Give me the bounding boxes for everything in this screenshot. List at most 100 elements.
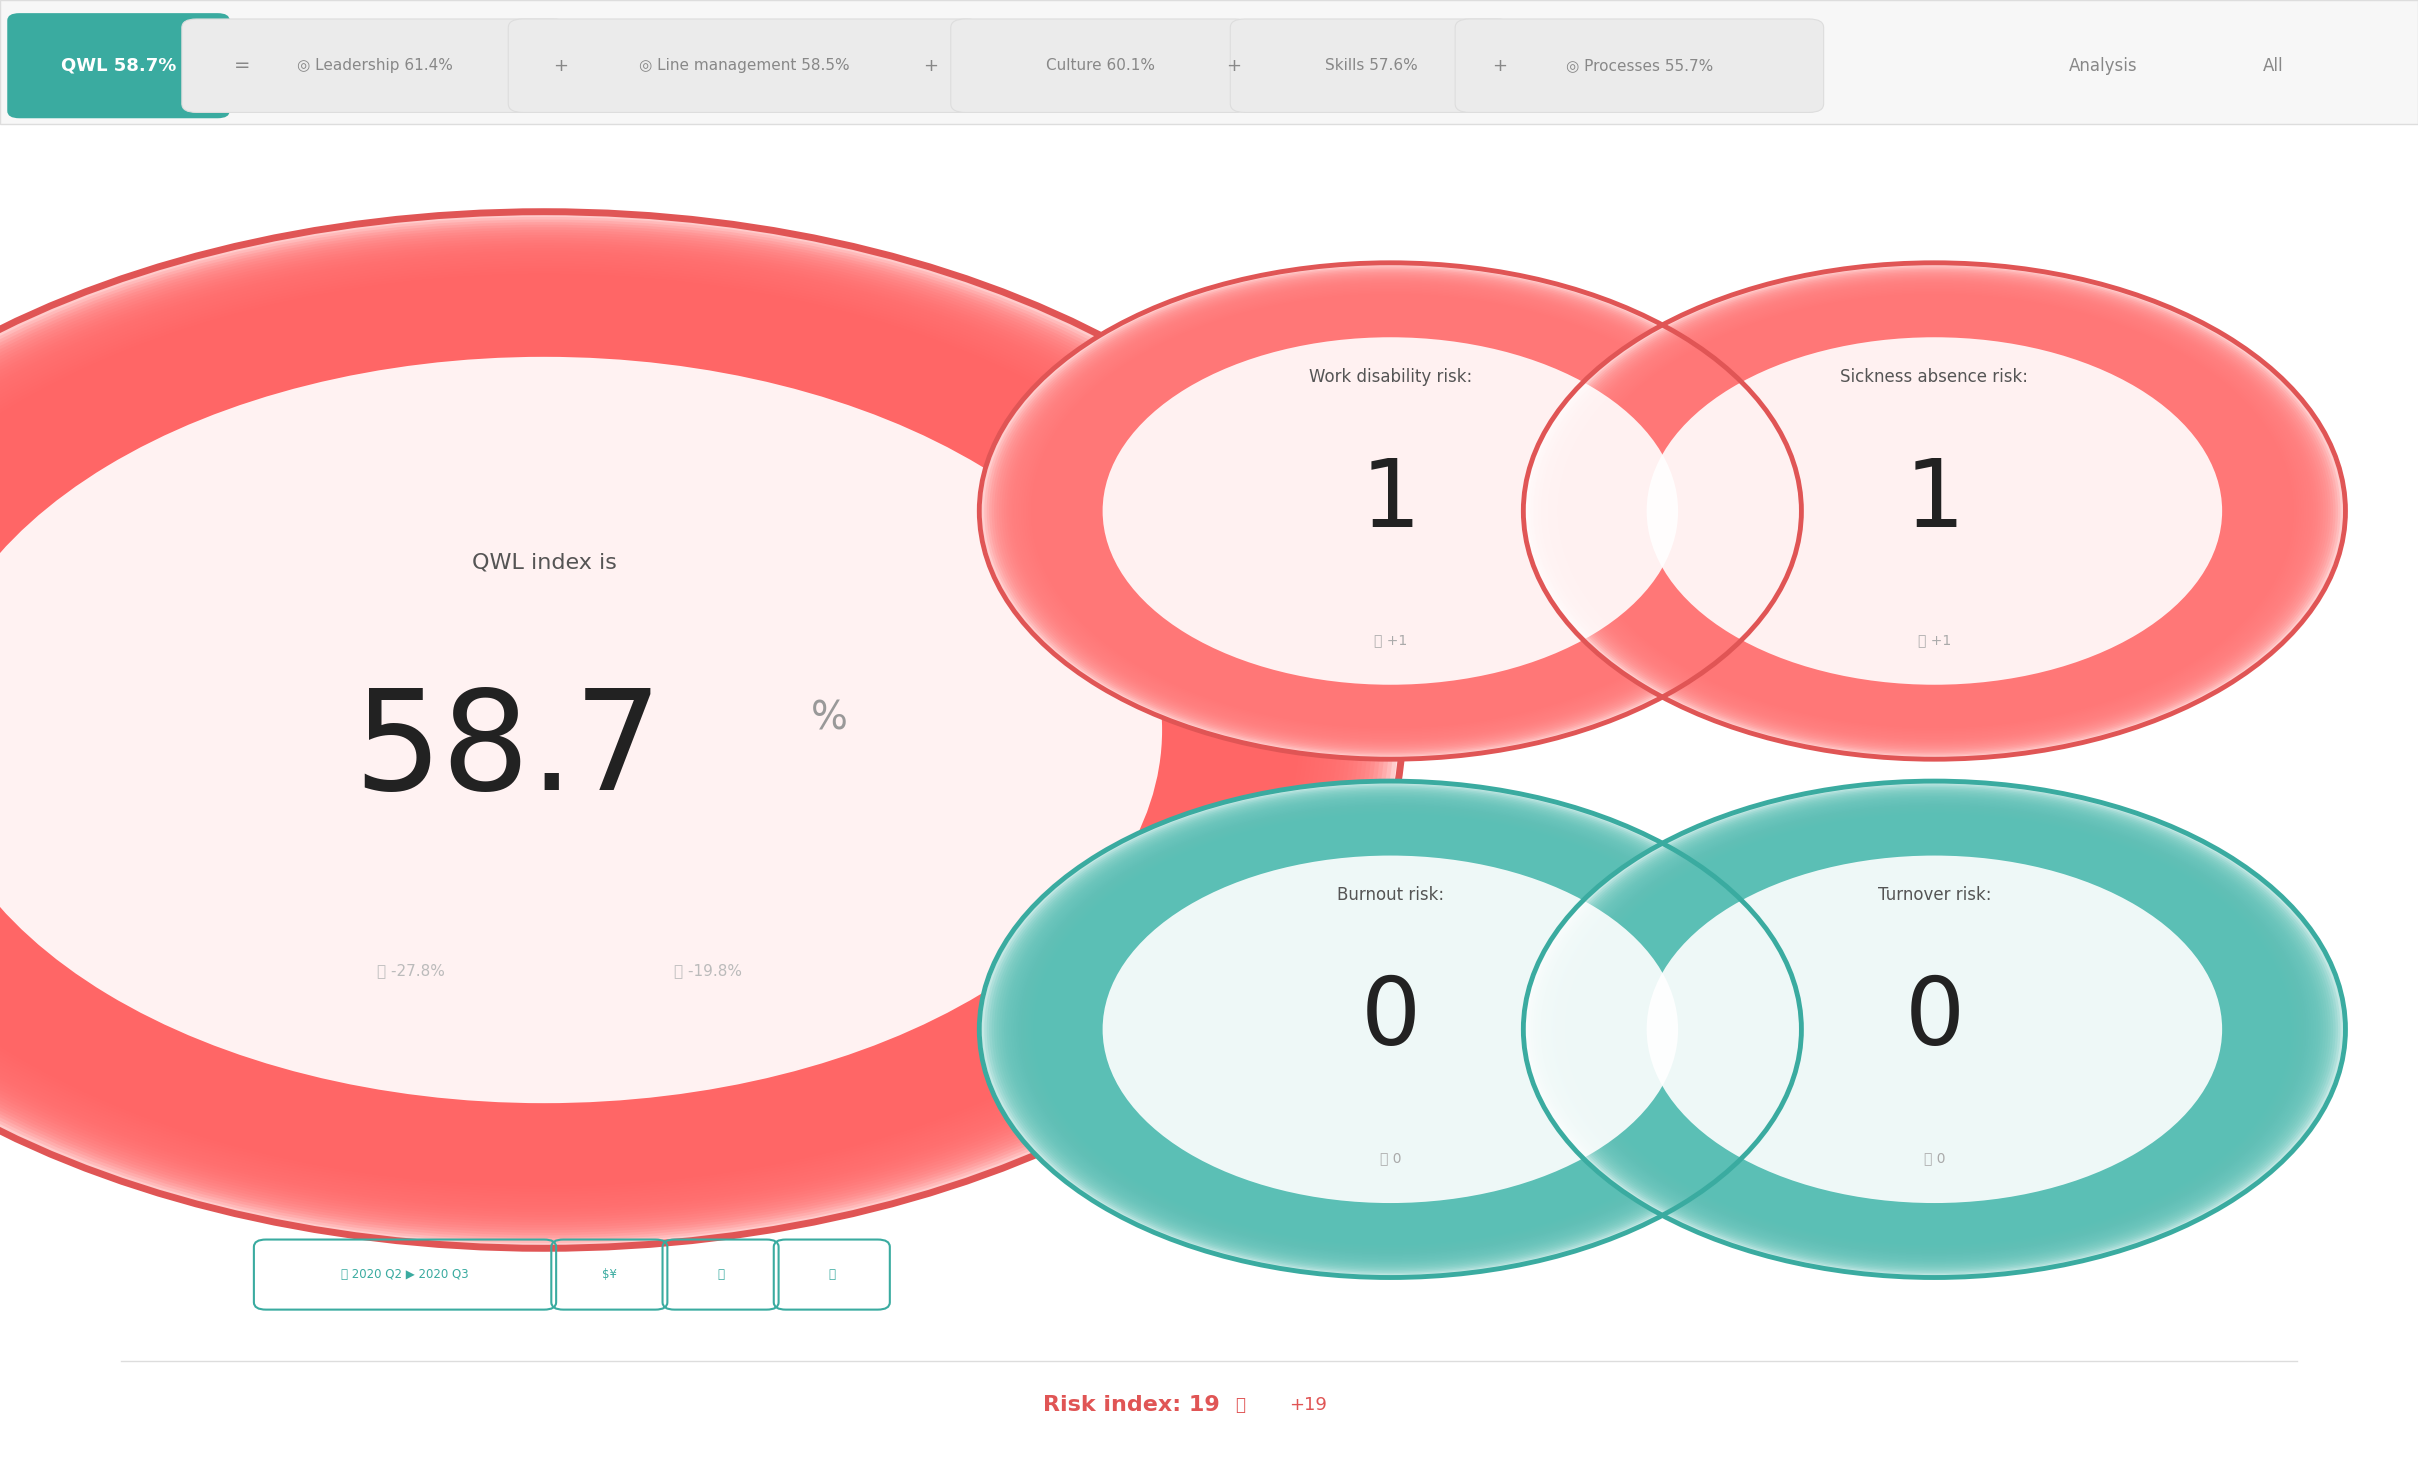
Text: 📅 +1: 📅 +1 xyxy=(1917,634,1951,647)
Text: ◎ Leadership 61.4%: ◎ Leadership 61.4% xyxy=(297,58,452,73)
Circle shape xyxy=(1557,802,2312,1257)
Circle shape xyxy=(1045,821,1736,1238)
Text: Sickness absence risk:: Sickness absence risk: xyxy=(1840,368,2029,385)
Circle shape xyxy=(1006,797,1775,1261)
Circle shape xyxy=(1589,302,2280,720)
Circle shape xyxy=(1538,272,2331,750)
Text: 1: 1 xyxy=(1905,456,1963,548)
Circle shape xyxy=(994,272,1787,750)
Text: +: + xyxy=(1492,57,1506,74)
Circle shape xyxy=(0,251,1337,1209)
Circle shape xyxy=(1528,266,2341,756)
Circle shape xyxy=(1577,295,2292,727)
Circle shape xyxy=(1059,829,1722,1229)
Circle shape xyxy=(1052,825,1729,1234)
Circle shape xyxy=(0,212,1402,1248)
Circle shape xyxy=(1032,295,1748,727)
Circle shape xyxy=(0,229,1373,1231)
Circle shape xyxy=(1550,279,2319,743)
Circle shape xyxy=(0,356,1163,1104)
Circle shape xyxy=(1596,825,2273,1234)
Circle shape xyxy=(1557,283,2312,739)
Text: 📅 2020 Q2 ▶ 2020 Q3: 📅 2020 Q2 ▶ 2020 Q3 xyxy=(341,1269,469,1280)
Circle shape xyxy=(991,270,1789,752)
Circle shape xyxy=(987,785,1794,1273)
Circle shape xyxy=(1020,288,1760,734)
Circle shape xyxy=(1023,807,1758,1251)
Circle shape xyxy=(1647,856,2222,1203)
Circle shape xyxy=(1647,337,2222,685)
Circle shape xyxy=(0,225,1381,1235)
Circle shape xyxy=(1016,285,1765,737)
Circle shape xyxy=(1045,302,1736,720)
Text: $¥: $¥ xyxy=(602,1269,617,1280)
FancyBboxPatch shape xyxy=(0,0,2418,124)
Circle shape xyxy=(1028,292,1753,730)
Circle shape xyxy=(1603,311,2266,711)
Circle shape xyxy=(1603,829,2266,1229)
Circle shape xyxy=(1523,263,2345,759)
Circle shape xyxy=(1523,781,2345,1278)
Circle shape xyxy=(1103,856,1678,1203)
Circle shape xyxy=(1028,810,1753,1248)
Circle shape xyxy=(1564,806,2304,1253)
Circle shape xyxy=(1601,310,2268,712)
Circle shape xyxy=(987,267,1794,755)
Circle shape xyxy=(1581,298,2287,724)
Circle shape xyxy=(1047,822,1734,1237)
Circle shape xyxy=(1552,799,2316,1260)
Circle shape xyxy=(1013,283,1768,739)
Circle shape xyxy=(1598,826,2271,1232)
Text: ◎ Line management 58.5%: ◎ Line management 58.5% xyxy=(638,58,851,73)
Circle shape xyxy=(0,263,1318,1197)
Circle shape xyxy=(1562,286,2307,736)
Text: Work disability risk:: Work disability risk: xyxy=(1308,368,1473,385)
Circle shape xyxy=(1560,285,2309,737)
Circle shape xyxy=(1040,299,1741,723)
Circle shape xyxy=(0,299,1257,1161)
Circle shape xyxy=(1008,799,1772,1260)
Circle shape xyxy=(1011,282,1770,740)
Circle shape xyxy=(0,245,1347,1215)
Circle shape xyxy=(1037,298,1743,724)
Circle shape xyxy=(989,269,1792,753)
Circle shape xyxy=(1018,804,1763,1254)
Circle shape xyxy=(1054,826,1726,1232)
Circle shape xyxy=(0,285,1282,1175)
Circle shape xyxy=(0,242,1352,1218)
Circle shape xyxy=(1059,311,1722,711)
Circle shape xyxy=(1535,270,2333,752)
Circle shape xyxy=(1545,276,2324,746)
Text: QWL index is: QWL index is xyxy=(472,552,617,572)
Circle shape xyxy=(1572,292,2297,730)
Circle shape xyxy=(1555,800,2314,1259)
Circle shape xyxy=(1560,803,2309,1256)
Circle shape xyxy=(0,248,1342,1212)
Circle shape xyxy=(0,238,1359,1222)
Circle shape xyxy=(1018,286,1763,736)
Circle shape xyxy=(1552,280,2316,742)
Circle shape xyxy=(1057,828,1724,1231)
Circle shape xyxy=(1550,797,2319,1261)
Circle shape xyxy=(1579,815,2290,1244)
Circle shape xyxy=(0,302,1253,1158)
Circle shape xyxy=(0,235,1364,1225)
Circle shape xyxy=(1531,785,2338,1273)
Circle shape xyxy=(0,295,1265,1165)
Circle shape xyxy=(1523,781,2345,1278)
Circle shape xyxy=(979,263,1801,759)
Text: ◎ Processes 55.7%: ◎ Processes 55.7% xyxy=(1567,58,1712,73)
FancyBboxPatch shape xyxy=(181,19,568,112)
Circle shape xyxy=(1008,280,1772,742)
Circle shape xyxy=(1601,828,2268,1231)
Circle shape xyxy=(1569,809,2300,1250)
Circle shape xyxy=(1555,282,2314,740)
Circle shape xyxy=(1596,307,2273,715)
Circle shape xyxy=(1528,784,2341,1275)
Circle shape xyxy=(0,219,1390,1241)
Circle shape xyxy=(1569,291,2300,731)
Circle shape xyxy=(1020,806,1760,1253)
Circle shape xyxy=(1011,800,1770,1259)
Circle shape xyxy=(1533,787,2336,1272)
Circle shape xyxy=(0,282,1286,1178)
